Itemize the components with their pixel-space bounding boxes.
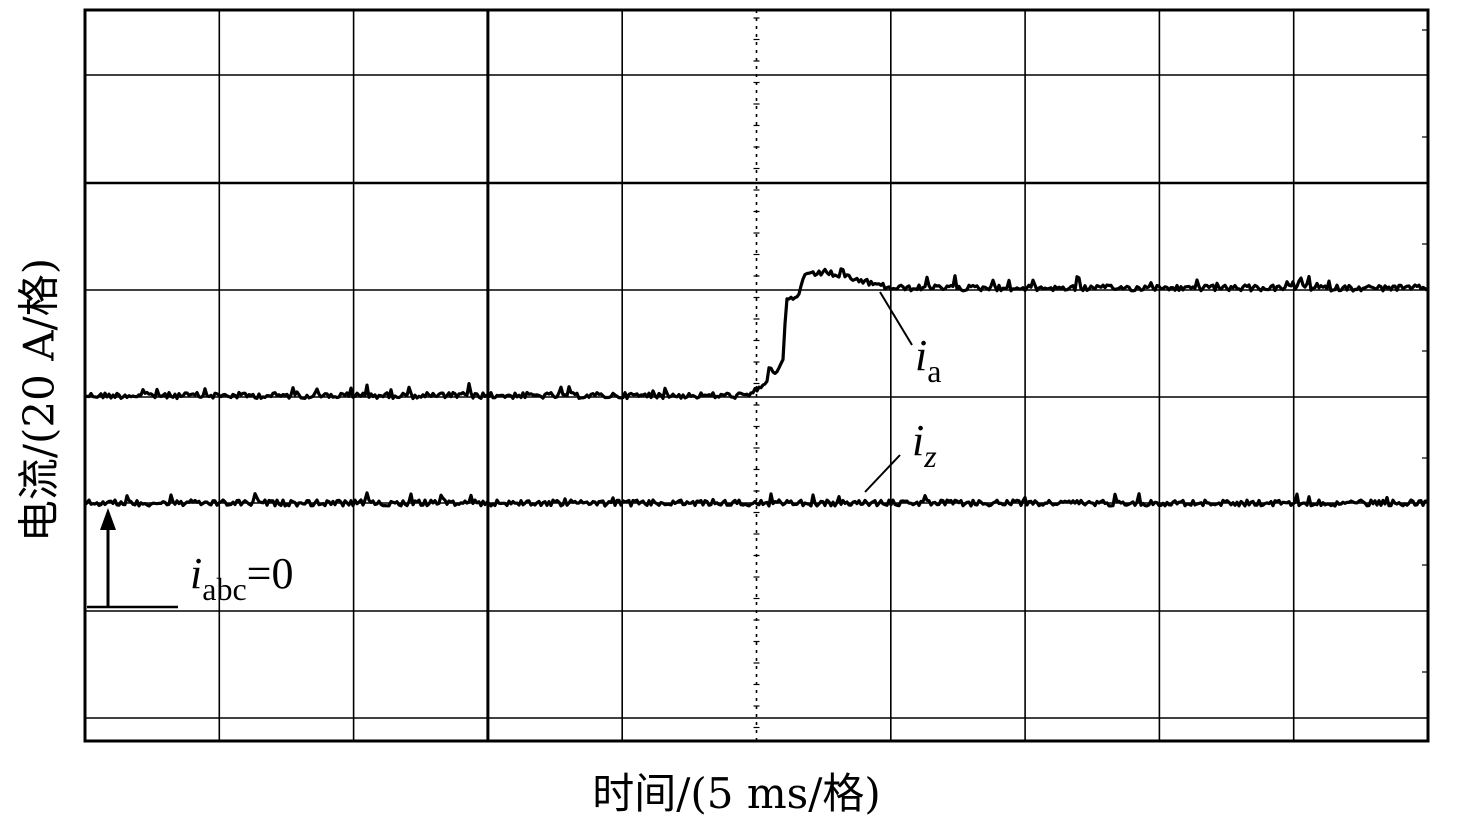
plot-frame <box>83 8 1430 743</box>
trace-i_z <box>84 491 1428 508</box>
traces <box>84 267 1429 508</box>
series-label-ia: ia <box>915 331 941 389</box>
zero-marker-label: iabc=0 <box>190 549 293 607</box>
label-leader-iz <box>864 454 901 493</box>
trace-i_a <box>84 267 1429 401</box>
grid <box>83 8 1430 743</box>
zero-arrow-head <box>100 508 116 530</box>
series-label-iz: iz <box>912 416 937 474</box>
y-axis-label: 电流/(20 A/格) <box>14 257 64 543</box>
label-leader-ia <box>879 291 913 346</box>
annotations: ia iz iabc=0 <box>87 291 941 609</box>
x-axis-label: 时间/(5 ms/格) <box>592 769 881 818</box>
